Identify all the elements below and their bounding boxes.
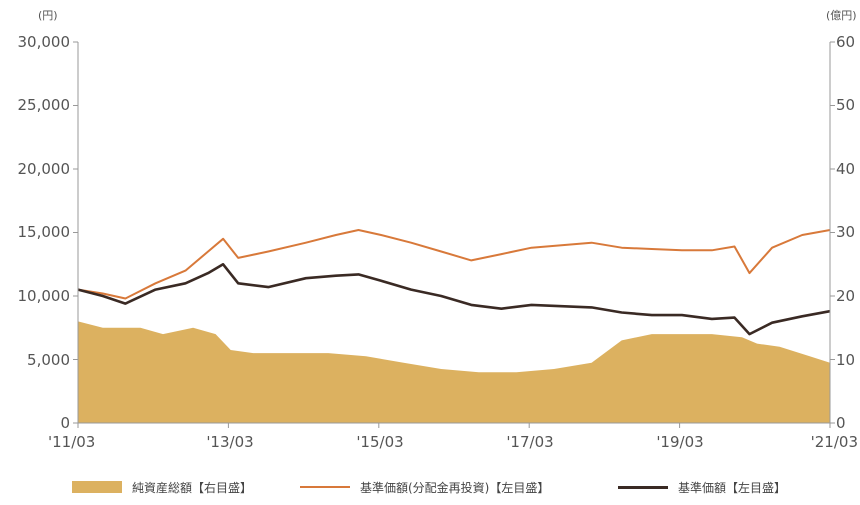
left-tick: 20,000 — [18, 160, 71, 178]
legend-label: 純資産総額【右目盛】 — [132, 480, 253, 495]
left-axis-unit: (円) — [38, 9, 58, 22]
series-area-net-assets — [78, 321, 830, 423]
right-axis-unit: (億円) — [826, 9, 857, 22]
x-tick: '15/03 — [356, 433, 403, 451]
legend: 純資産総額【右目盛】 基準価額(分配金再投資)【左目盛】 基準価額【左目盛】 — [0, 474, 860, 500]
right-tick: 20 — [836, 287, 855, 305]
legend-swatch-dark-line — [618, 485, 668, 489]
right-tick: 60 — [836, 33, 855, 51]
right-tick: 0 — [836, 414, 846, 432]
legend-label: 基準価額【左目盛】 — [678, 480, 787, 495]
left-tick: 15,000 — [18, 223, 71, 241]
right-tick: 30 — [836, 223, 855, 241]
series-line-nav — [77, 262, 831, 336]
left-axis-ticks: 30,000 25,000 20,000 15,000 10,000 5,000… — [18, 33, 71, 432]
x-tick: '13/03 — [206, 433, 253, 451]
legend-item-net-assets: 純資産総額【右目盛】 — [72, 474, 252, 500]
x-tick: '11/03 — [48, 433, 95, 451]
legend-item-nav-reinvested: 基準価額(分配金再投資)【左目盛】 — [300, 474, 549, 500]
left-tick: 5,000 — [27, 351, 70, 369]
right-axis-ticks: 60 50 40 30 20 10 0 — [836, 33, 855, 432]
series-line-nav-reinvested — [77, 229, 831, 300]
x-axis-ticks: '11/03 '13/03 '15/03 '17/03 '19/03 '21/0… — [48, 433, 858, 451]
right-tick: 10 — [836, 351, 855, 369]
area-layer — [78, 321, 830, 423]
legend-swatch-area — [72, 481, 122, 493]
x-tick: '21/03 — [811, 433, 858, 451]
right-tick: 50 — [836, 96, 855, 114]
chart: (円) (億円) 30,000 25,000 20,000 15,000 10,… — [18, 9, 859, 451]
axis-layer — [73, 41, 835, 428]
right-tick: 40 — [836, 160, 855, 178]
x-tick: '19/03 — [656, 433, 703, 451]
left-tick: 0 — [60, 414, 70, 432]
left-tick: 10,000 — [18, 287, 71, 305]
left-tick: 30,000 — [18, 33, 71, 51]
legend-swatch-orange-line — [300, 486, 350, 488]
x-tick: '17/03 — [506, 433, 553, 451]
left-tick: 25,000 — [18, 96, 71, 114]
legend-item-nav: 基準価額【左目盛】 — [618, 474, 786, 500]
legend-label: 基準価額(分配金再投資)【左目盛】 — [360, 480, 550, 495]
line-layer — [77, 229, 831, 336]
